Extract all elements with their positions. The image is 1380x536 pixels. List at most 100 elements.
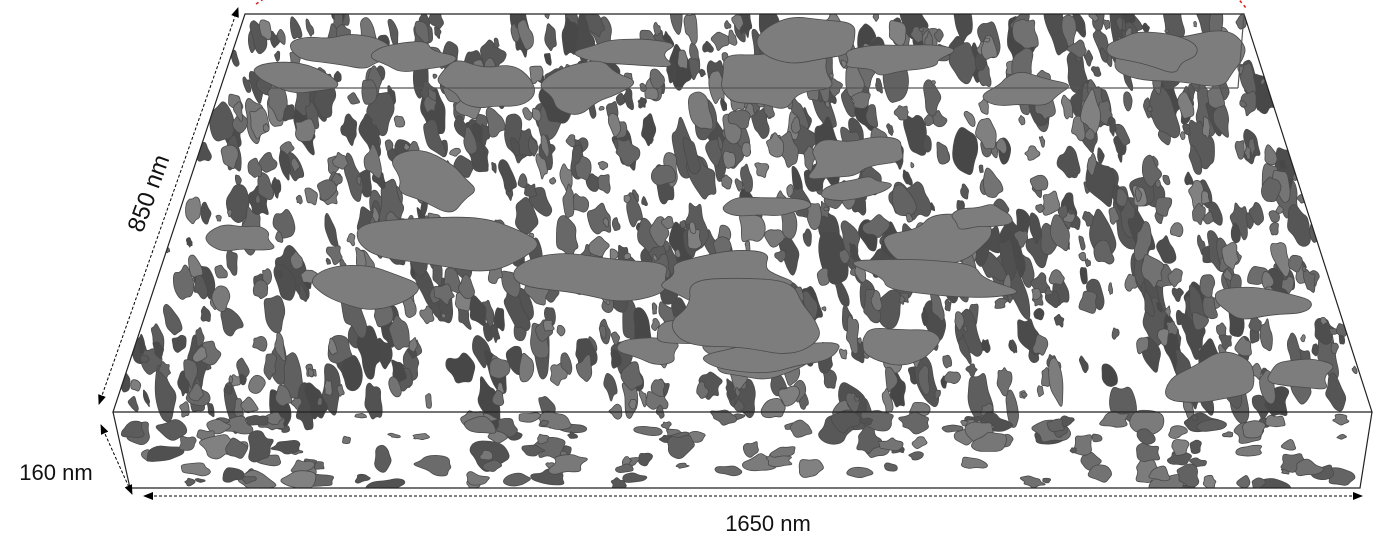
particle	[323, 379, 333, 396]
particle	[862, 214, 890, 238]
particle	[432, 73, 438, 79]
particle	[363, 144, 382, 179]
particle	[1260, 78, 1266, 85]
particle	[392, 149, 475, 213]
particle	[1191, 414, 1199, 422]
particle	[528, 136, 539, 157]
particle	[1080, 88, 1101, 136]
particle	[1351, 365, 1358, 375]
particle	[1060, 94, 1074, 120]
particle	[951, 204, 1013, 230]
particle	[944, 298, 952, 312]
particle	[562, 183, 575, 219]
particle	[1234, 140, 1245, 160]
particle	[851, 91, 871, 109]
particle	[883, 462, 898, 472]
particle	[965, 363, 978, 378]
particle	[722, 150, 737, 169]
particle	[1202, 211, 1214, 225]
particle	[623, 252, 632, 260]
particle	[1192, 202, 1206, 226]
particle	[623, 194, 631, 204]
particle	[290, 459, 316, 474]
particle	[1078, 235, 1086, 251]
particle	[171, 334, 187, 353]
particle	[272, 208, 296, 239]
particle	[275, 270, 283, 279]
particle	[313, 461, 325, 470]
particle	[1129, 409, 1165, 436]
particle	[995, 138, 1008, 155]
particle	[276, 29, 286, 45]
particle	[1073, 434, 1092, 456]
particle	[1199, 274, 1216, 298]
particle	[653, 22, 662, 36]
particle	[483, 322, 494, 342]
particle	[724, 20, 732, 30]
particle	[742, 441, 759, 458]
particle	[245, 414, 269, 426]
particle	[1148, 474, 1186, 488]
particle	[290, 16, 303, 40]
particle	[384, 139, 394, 152]
particle	[722, 196, 812, 217]
particle	[1214, 286, 1312, 320]
particle	[858, 417, 874, 426]
particle	[240, 396, 259, 414]
particle	[677, 49, 688, 70]
particle	[1221, 431, 1234, 438]
particle	[1168, 425, 1188, 439]
particle	[960, 183, 969, 200]
particle	[679, 219, 687, 229]
particle	[248, 430, 274, 463]
particle	[346, 233, 356, 247]
particle	[252, 335, 268, 352]
particle	[226, 249, 238, 276]
depth-arrow	[98, 7, 239, 405]
particle	[727, 109, 751, 130]
particle	[766, 132, 785, 158]
particle	[179, 401, 190, 418]
particle	[317, 179, 338, 201]
particle	[1202, 474, 1217, 488]
particle	[829, 72, 834, 79]
particle	[263, 295, 286, 334]
particle	[241, 476, 257, 484]
particle	[906, 212, 913, 223]
particle	[651, 318, 660, 331]
particle	[463, 126, 478, 155]
particle	[586, 202, 612, 235]
particle	[275, 231, 284, 243]
particle	[823, 206, 829, 212]
particle	[1167, 268, 1183, 288]
particle	[489, 323, 501, 343]
particle	[875, 78, 883, 94]
particle	[1330, 341, 1339, 355]
particle	[764, 229, 785, 248]
particle	[1251, 477, 1266, 488]
particle	[522, 107, 533, 121]
particle	[1155, 196, 1173, 217]
particle	[615, 92, 626, 106]
particle	[983, 167, 1004, 198]
particle	[391, 359, 407, 383]
particle	[921, 306, 930, 326]
particle	[491, 389, 505, 407]
particle	[720, 174, 733, 190]
particle	[1146, 105, 1153, 113]
particle	[146, 445, 185, 462]
particle	[1048, 357, 1064, 407]
particle	[615, 138, 641, 167]
particle	[1136, 442, 1161, 463]
particle	[307, 368, 314, 378]
particle	[574, 156, 592, 181]
particle	[838, 248, 850, 264]
particle	[1083, 181, 1090, 194]
particle	[714, 465, 743, 477]
particle	[620, 361, 644, 391]
particle	[885, 366, 898, 393]
particle	[521, 444, 546, 457]
particle	[877, 437, 904, 452]
particle	[1042, 477, 1052, 484]
particle	[1295, 458, 1325, 477]
